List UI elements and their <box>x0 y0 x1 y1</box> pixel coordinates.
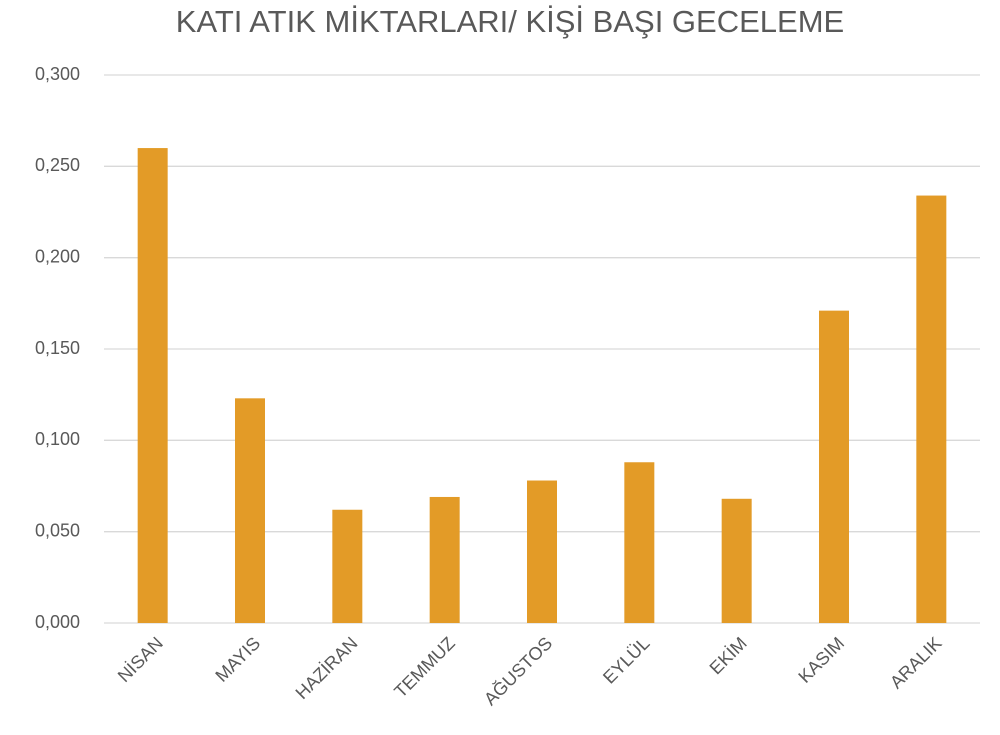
y-tick-label: 0,050 <box>35 520 80 540</box>
bar <box>916 195 947 623</box>
x-tick-label: MAYIS <box>211 633 264 686</box>
y-tick-label: 0,100 <box>35 429 80 449</box>
x-tick-label: HAZİRAN <box>292 633 362 703</box>
bar <box>819 310 849 623</box>
bar <box>332 509 363 623</box>
y-tick-label: 0,250 <box>35 155 80 175</box>
chart-title: KATI ATIK MİKTARLARI/ KİŞİ BAŞI GECELEME <box>176 4 844 39</box>
y-tick-label: 0,300 <box>35 64 80 84</box>
bar <box>721 498 752 623</box>
x-tick-label: ARALIK <box>886 633 945 692</box>
bar <box>624 462 655 623</box>
x-tick-label: EYLÜL <box>599 633 653 687</box>
bar <box>137 148 168 624</box>
y-tick-label: 0,150 <box>35 338 80 358</box>
y-tick-label: 0,200 <box>35 246 80 266</box>
x-tick-label: KASIM <box>794 633 848 687</box>
bar <box>429 496 460 623</box>
bar <box>527 480 557 623</box>
x-tick-label: AĞUSTOS <box>479 632 556 709</box>
bar <box>235 398 265 623</box>
x-tick-label: TEMMUZ <box>390 633 459 702</box>
x-tick-label: NİSAN <box>114 633 167 686</box>
y-tick-label: 0,000 <box>35 612 80 632</box>
x-tick-label: EKİM <box>706 633 751 678</box>
